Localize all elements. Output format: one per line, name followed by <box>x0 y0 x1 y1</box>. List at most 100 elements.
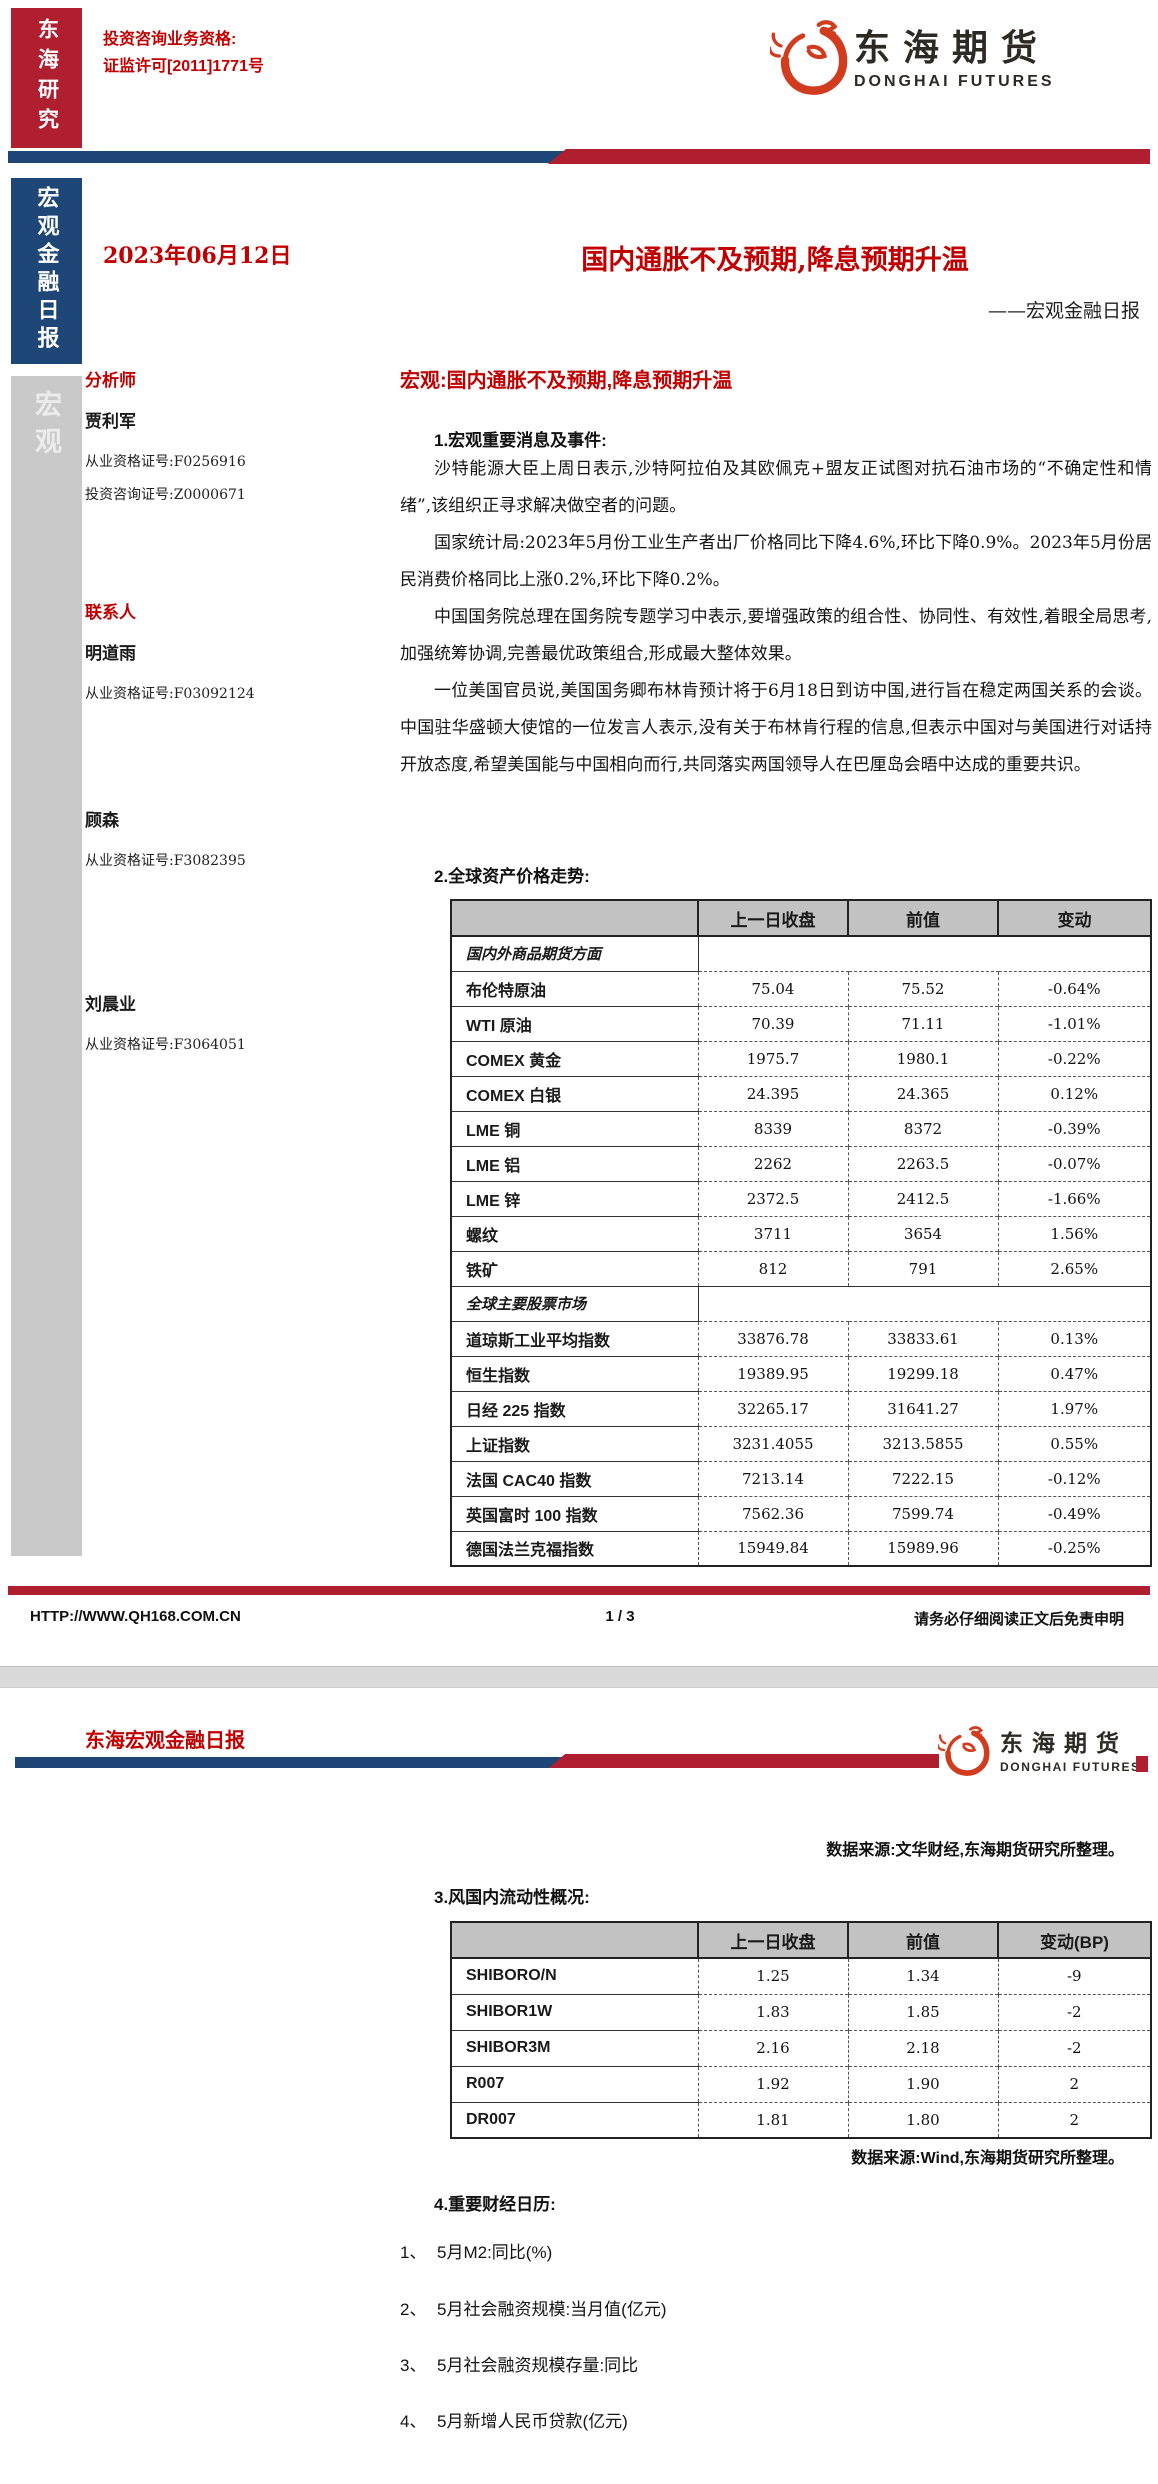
table-cell: 1.34 <box>847 1957 998 1994</box>
calendar-item-text: 5月社会融资规模存量:同比 <box>437 2356 639 2375</box>
table-row: 日经 225 指数 32265.17 31641.27 1.97% <box>451 1390 1151 1426</box>
table-header-cell: 变动 <box>997 899 1152 937</box>
table-row: 法国 CAC40 指数 7213.14 7222.15 -0.12% <box>451 1460 1151 1496</box>
table-cell: 31641.27 <box>847 1390 998 1426</box>
table-cell: 0.55% <box>997 1425 1151 1461</box>
footer-website-link[interactable]: HTTP://WWW.QH168.COM.CN <box>30 1608 241 1625</box>
table-header-cell <box>450 1921 699 1959</box>
table-row-label: 布伦特原油 <box>451 970 698 1006</box>
table-cell: 2.65% <box>997 1250 1151 1286</box>
table-row-label: SHIBOR3M <box>451 2029 698 2066</box>
table-row: 恒生指数 19389.95 19299.18 0.47% <box>451 1355 1151 1391</box>
table-row-label: COMEX 白银 <box>451 1075 698 1111</box>
header-bar-red <box>548 149 1150 164</box>
contact-name: 顾森 <box>85 811 119 830</box>
page-separator <box>0 1666 1158 1688</box>
table-header-cell: 变动(BP) <box>997 1921 1152 1959</box>
table-cell: -0.22% <box>997 1040 1151 1076</box>
table-cell: 1.80 <box>847 2101 998 2138</box>
table-row: 铁矿 812 791 2.65% <box>451 1250 1151 1286</box>
contact-block: 顾森 从业资格证号:F3082395 <box>85 806 260 878</box>
table-cell: 24.365 <box>847 1075 998 1111</box>
table-row: R007 1.92 1.90 2 <box>451 2065 1151 2102</box>
table-section-row: 全球主要股票市场 <box>451 1285 1151 1321</box>
license-line2: 证监许可[2011]1771号 <box>103 58 264 75</box>
table-cell: 791 <box>847 1250 998 1286</box>
table-header-cell: 上一日收盘 <box>697 1921 849 1959</box>
license-block: 投资咨询业务资格: 证监许可[2011]1771号 <box>103 26 264 80</box>
license-line1: 投资咨询业务资格: <box>103 31 237 48</box>
table-cell: -9 <box>997 1957 1151 1994</box>
table-cell: 2263.5 <box>847 1145 998 1181</box>
sidebar-section-banner: 宏观 <box>11 376 82 1556</box>
table-cell: -1.66% <box>997 1180 1151 1216</box>
table-section-row: 国内外商品期货方面 <box>451 935 1151 971</box>
table-row-label: DR007 <box>451 2101 698 2138</box>
logo-text: 东海期货 DONGHAI FUTURES <box>854 14 1055 91</box>
table-cell: 3711 <box>697 1215 848 1251</box>
source-note-assets: 数据来源:文华财经,东海期货研究所整理。 <box>826 1842 1124 1859</box>
table-row: 布伦特原油 75.04 75.52 -0.64% <box>451 970 1151 1006</box>
table-row: COMEX 白银 24.395 24.365 0.12% <box>451 1075 1151 1111</box>
table-row: SHIBOR3M 2.16 2.18 -2 <box>451 2029 1151 2066</box>
global-asset-price-table: 上一日收盘 前值 变动 国内外商品期货方面 布伦特原油 75.04 75.52 -0.64% W… <box>450 899 1152 1567</box>
contact-block: 刘晨业 从业资格证号:F3064051 <box>85 990 260 1062</box>
company-logo-small: 东海期货 DONGHAI FUTURES <box>938 1722 1141 1778</box>
analyst-cert: 从业资格证号:F0256916 <box>85 454 246 470</box>
table-cell: -0.07% <box>997 1145 1151 1181</box>
table-cell: 1.56% <box>997 1215 1151 1251</box>
brand-research-banner: 东海研究 <box>11 8 82 148</box>
calendar-item-text: 5月社会融资规模:当月值(亿元) <box>437 2300 667 2319</box>
table-cell: 1.83 <box>697 1993 848 2030</box>
logo-cn: 东海期货 <box>1000 1730 1128 1757</box>
contact-cert: 从业资格证号:F3082395 <box>85 853 246 869</box>
contact-role-label: 联系人 <box>85 603 136 622</box>
paragraph: 国家统计局:2023年5月份工业生产者出厂价格同比下降4.6%,环比下降0.9%… <box>400 533 1152 590</box>
contact-cert: 从业资格证号:F3064051 <box>85 1037 246 1053</box>
analyst-cert: 投资咨询证号:Z0000671 <box>85 487 246 503</box>
calendar-item-number: 4、 <box>400 2412 427 2431</box>
calendar-item-number: 2、 <box>400 2300 427 2319</box>
calendar-item-text: 5月M2:同比(%) <box>437 2243 553 2262</box>
contact-cert: 从业资格证号:F03092124 <box>85 686 255 702</box>
table-cell: 19299.18 <box>847 1355 998 1391</box>
report-title: 国内通胀不及预期,降息预期升温 <box>581 245 969 276</box>
table-row: SHIBORO/N 1.25 1.34 -9 <box>451 1957 1151 1994</box>
table-cell: -0.39% <box>997 1110 1151 1146</box>
table-cell: 15989.96 <box>847 1530 998 1566</box>
header-bar-blue <box>8 151 564 163</box>
table-row-label: LME 铜 <box>451 1110 698 1146</box>
table-cell: 812 <box>697 1250 848 1286</box>
table-cell: 70.39 <box>697 1005 848 1041</box>
liquidity-table: 上一日收盘 前值 变动(BP) SHIBORO/N 1.25 1.34 -9 SHIBOR1W… <box>450 1921 1152 2139</box>
table-section-fill <box>697 1285 1151 1321</box>
table-cell: -0.64% <box>997 970 1151 1006</box>
paragraph: 沙特能源大臣上周日表示,沙特阿拉伯及其欧佩克+盟友正试图对抗石油市场的“不确定性… <box>400 459 1152 516</box>
table-section-label: 国内外商品期货方面 <box>451 935 698 971</box>
table-cell: 1.85 <box>847 1993 998 2030</box>
table-row: DR007 1.81 1.80 2 <box>451 2101 1151 2138</box>
table-header-cell <box>450 899 699 937</box>
table-cell: -0.49% <box>997 1495 1151 1531</box>
table-cell: 7213.14 <box>697 1460 848 1496</box>
table-row-label: SHIBOR1W <box>451 1993 698 2030</box>
calendar-item: 4、 5月新增人民币贷款(亿元) <box>400 2407 1120 2432</box>
dragon-logo-icon <box>770 20 848 95</box>
table-row-label: LME 锌 <box>451 1180 698 1216</box>
table-row-label: 英国富时 100 指数 <box>451 1495 698 1531</box>
heading-macro-news: 1.宏观重要消息及事件: <box>434 431 607 450</box>
table-row-label: 法国 CAC40 指数 <box>451 1460 698 1496</box>
data-table: 上一日收盘 前值 变动 国内外商品期货方面 布伦特原油 75.04 75.52 -0.64% W… <box>450 899 1152 1567</box>
calendar-item: 3、 5月社会融资规模存量:同比 <box>400 2351 1120 2376</box>
table-cell: 71.11 <box>847 1005 998 1041</box>
logo-en: DONGHAI FUTURES <box>1000 1760 1141 1774</box>
table-cell: 2 <box>997 2101 1151 2138</box>
table-cell: 2412.5 <box>847 1180 998 1216</box>
table-cell: 1.81 <box>697 2101 848 2138</box>
table-cell: -0.12% <box>997 1460 1151 1496</box>
source-note-liquidity: 数据来源:Wind,东海期货研究所整理。 <box>851 2150 1124 2167</box>
calendar-item: 1、 5月M2:同比(%) <box>400 2238 1120 2263</box>
table-cell: 0.13% <box>997 1320 1151 1356</box>
table-row: 螺纹 3711 3654 1.56% <box>451 1215 1151 1251</box>
table-cell: 75.52 <box>847 970 998 1006</box>
